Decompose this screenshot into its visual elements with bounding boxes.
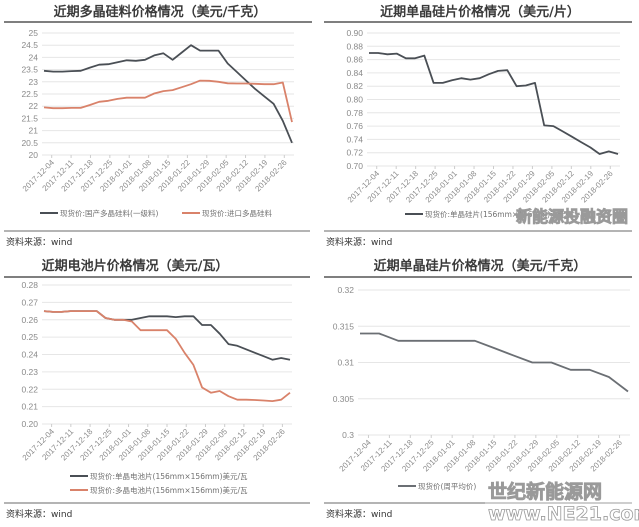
watermark-site-cn: 世纪新能源网: [488, 480, 602, 503]
watermark-wechat: 新能源投融资圈: [516, 207, 628, 226]
y-tick-label: 0.74: [346, 134, 363, 144]
chart-mono-wafer-price: 近期单晶硅片价格情况（美元/片） 0.70 0.72 0.74 0.76 0.78 0.8…: [320, 0, 639, 250]
source-label: 资料来源：wind: [6, 236, 72, 248]
y-tick-label: 0.32: [337, 285, 354, 295]
y-tick-label: 24: [29, 52, 39, 62]
y-tick-label: 21: [29, 126, 39, 136]
series-line-0: [360, 332, 629, 393]
y-tick-label: 0.76: [346, 121, 363, 131]
chart-title: 近期单晶硅片价格情况（美元/片）: [380, 4, 580, 20]
legend: 现货价:国产多晶硅料(一级料) 现货价:进口多晶硅料: [40, 208, 273, 218]
y-tick-label: 24.5: [21, 40, 38, 50]
y-tick-label: 0.315: [333, 321, 355, 331]
y-tick-label: 0.82: [346, 81, 363, 91]
watermark-box: [485, 478, 633, 524]
y-tick-label: 23: [29, 77, 39, 87]
legend-label: 现货价:国产多晶硅料(一级料): [60, 208, 158, 218]
y-tick-label: 0.24: [21, 350, 38, 360]
series-line-0: [369, 52, 619, 155]
chart-title: 近期多晶硅料价格情况（美元/千克）: [54, 4, 267, 20]
series-line-0: [43, 310, 291, 361]
y-tick-label: 0.25: [21, 332, 38, 342]
legend: 现货价:单晶电池片(156mm×156mm)美元/瓦现货价:多晶电池片(156m…: [70, 471, 248, 495]
y-tick-label: 0.26: [21, 315, 38, 325]
legend-label: 现货价:进口多晶硅料: [202, 208, 273, 218]
y-tick-label: 0.21: [21, 402, 38, 412]
chart-polysilicon-price: 近期多晶硅料价格情况（美元/千克） 20 20.5 21 21.5 22 22.5 23 23…: [0, 0, 319, 250]
y-tick-label: 25: [29, 28, 39, 38]
y-tick-label: 0.23: [21, 367, 38, 377]
y-tick-label: 0.80: [346, 95, 363, 105]
source-label: 资料来源：wind: [326, 508, 392, 520]
chart-mono-wafer-price-kg: 近期单晶硅片价格情况（美元/千克） 0.3 0.305 0.31 0.315 0.32 2…: [320, 250, 639, 527]
y-tick-label: 0.27: [21, 297, 38, 307]
source-label: 资料来源：wind: [326, 236, 392, 248]
y-tick-label: 0.20: [21, 419, 38, 429]
y-tick-label: 0.28: [21, 280, 38, 290]
series-line-1: [43, 79, 293, 123]
source-label: 资料来源：wind: [6, 508, 72, 520]
y-tick-label: 0.86: [346, 55, 363, 65]
legend-label: 现货价(周平均价): [418, 481, 476, 491]
y-tick-label: 0.72: [346, 148, 363, 158]
y-tick-label: 0.84: [346, 68, 363, 78]
legend: 现货价:单晶硅片(156mm×156mm)美元/片: [405, 209, 575, 219]
y-tick-label: 20.5: [21, 138, 38, 148]
chart-cell-price: 近期电池片价格情况（美元/瓦） 0.20 0.21 0.22 0.23 0.24 0.25…: [0, 250, 319, 527]
y-tick-label: 20: [29, 150, 39, 160]
y-tick-label: 0.70: [346, 161, 363, 171]
legend-label: 现货价:单晶硅片(156mm×156mm)美元/片: [425, 209, 575, 219]
y-tick-label: 22: [29, 101, 39, 111]
y-tick-label: 22.5: [21, 89, 38, 99]
legend-label: 现货价:单晶电池片(156mm×156mm)美元/瓦: [90, 471, 248, 481]
y-tick-label: 23.5: [21, 65, 38, 75]
chart-title: 近期电池片价格情况（美元/瓦）: [42, 258, 229, 274]
legend-label: 现货价:多晶电池片(156mm×156mm)美元/瓦: [90, 485, 248, 495]
series-line-0: [43, 44, 293, 144]
y-tick-label: 21.5: [21, 113, 38, 123]
y-tick-label: 0.31: [337, 358, 354, 368]
plot-area: 0.30.3050.310.3150.322017-12-042017-12-1…: [333, 285, 630, 473]
y-tick-label: 0.305: [333, 394, 355, 404]
plot-area: 0.200.210.220.230.240.250.260.270.282017…: [21, 280, 292, 462]
plot-area: 0.70 0.72 0.74 0.76 0.78 0.80 0.82 0.84 0.86 0.88…: [346, 28, 620, 204]
y-tick-label: 0.78: [346, 108, 363, 118]
plot-area: 2020.52121.52222.52323.52424.5252017-12-…: [21, 28, 294, 193]
chart-title: 近期单晶硅片价格情况（美元/千克）: [374, 258, 587, 274]
y-tick-label: 0.22: [21, 384, 38, 394]
y-tick-label: 0.90: [346, 28, 363, 38]
y-tick-label: 0.3: [342, 430, 354, 440]
y-tick-label: 0.88: [346, 41, 363, 51]
legend: 现货价(周平均价): [398, 481, 476, 491]
series-line-1: [43, 310, 291, 403]
watermark-site-url: www.NE21.com: [488, 503, 639, 525]
